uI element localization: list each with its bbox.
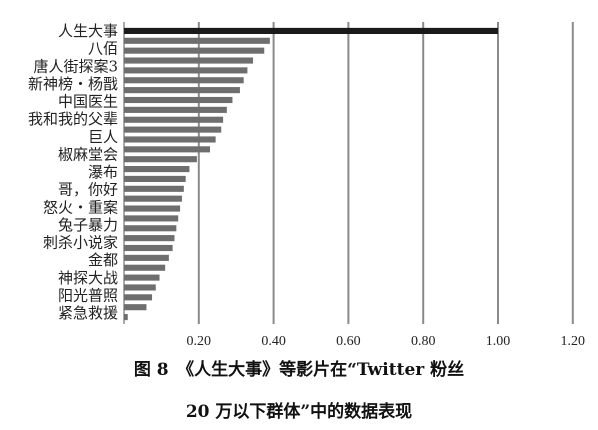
category-label: 我和我的父辈 bbox=[28, 110, 118, 128]
x-tick-label: 1.20 bbox=[561, 334, 586, 349]
bar bbox=[124, 294, 153, 301]
bar bbox=[124, 166, 190, 173]
figure-caption-line-2: 20 万以下群体”中的数据表现 bbox=[185, 402, 413, 422]
category-label: 唐人街探案3 bbox=[33, 57, 118, 75]
figure-caption-line-1: 图 8 《人生大事》等影片在“Twitter 粉丝 bbox=[133, 360, 465, 380]
bar bbox=[124, 254, 169, 261]
bar bbox=[124, 235, 175, 242]
bar bbox=[124, 225, 177, 232]
bar bbox=[124, 47, 265, 54]
bar bbox=[124, 264, 166, 271]
category-label: 紧急救援 bbox=[58, 304, 118, 322]
bar bbox=[124, 156, 197, 163]
bar bbox=[124, 136, 216, 143]
bar bbox=[124, 244, 173, 252]
category-label: 兔子暴力 bbox=[58, 216, 118, 234]
bar bbox=[124, 57, 254, 64]
category-label: 阳光普照 bbox=[58, 286, 118, 304]
bar bbox=[124, 126, 222, 133]
category-label: 新神榜・杨戬 bbox=[28, 75, 118, 93]
bar bbox=[124, 77, 244, 84]
bar bbox=[124, 175, 186, 182]
category-label: 神探大战 bbox=[58, 269, 118, 287]
category-label: 八佰 bbox=[88, 40, 118, 58]
bar bbox=[124, 215, 179, 222]
bar bbox=[124, 146, 211, 153]
bar bbox=[124, 116, 224, 123]
bar bbox=[124, 274, 160, 281]
bar-chart: 人生大事八佰唐人街探案3新神榜・杨戬中国医生我和我的父辈巨人椒麻堂会瀑布哥，你好… bbox=[28, 22, 586, 349]
bar bbox=[124, 106, 227, 113]
bar bbox=[124, 284, 156, 291]
bar bbox=[124, 185, 184, 192]
bar bbox=[124, 67, 248, 74]
bar bbox=[124, 96, 233, 104]
bar bbox=[124, 195, 182, 202]
category-label: 中国医生 bbox=[58, 93, 118, 111]
x-tick-label: 0.40 bbox=[261, 334, 286, 349]
bar bbox=[124, 205, 181, 212]
x-tick-label: 1.00 bbox=[486, 334, 511, 349]
category-label: 瀑布 bbox=[88, 163, 118, 181]
bar bbox=[124, 87, 240, 94]
category-label: 刺杀小说家 bbox=[43, 234, 118, 252]
category-label: 人生大事 bbox=[58, 22, 118, 40]
category-label: 怒火・重案 bbox=[43, 198, 118, 216]
category-label: 金都 bbox=[88, 251, 118, 269]
bar bbox=[124, 314, 128, 321]
x-tick-label: 0.80 bbox=[411, 334, 436, 349]
x-tick-label: 0.60 bbox=[336, 334, 361, 349]
bar bbox=[124, 27, 498, 34]
bar bbox=[124, 37, 270, 44]
category-label: 巨人 bbox=[88, 128, 118, 146]
x-tick-label: 0.20 bbox=[187, 334, 212, 349]
category-label: 椒麻堂会 bbox=[58, 145, 118, 163]
category-label: 哥，你好 bbox=[58, 181, 118, 199]
bar bbox=[124, 304, 147, 311]
